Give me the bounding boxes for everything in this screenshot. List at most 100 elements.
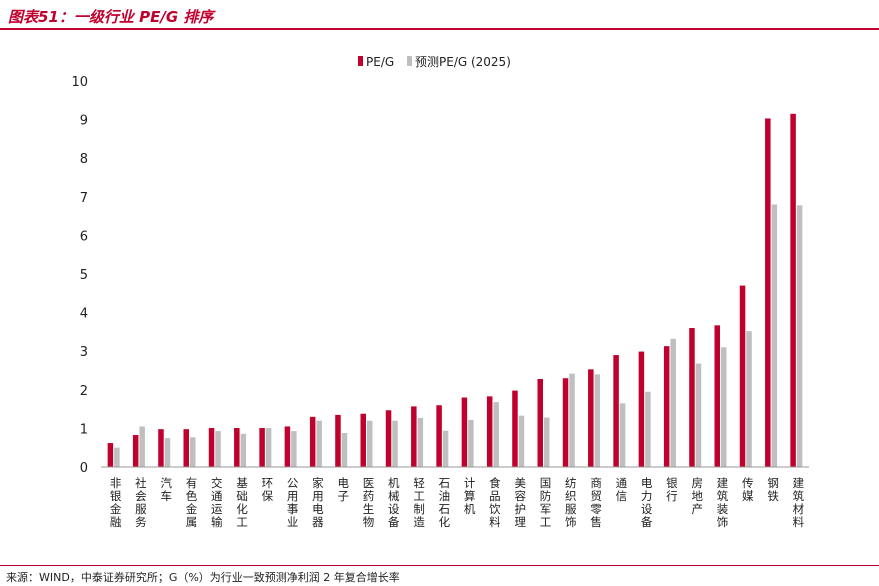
- bar-forecast-pe-g: [569, 373, 575, 467]
- bar-pe-g: [739, 285, 746, 467]
- bar-forecast-pe-g: [670, 338, 676, 467]
- footer-divider: [0, 565, 879, 566]
- chart-title: 图表51：一级行业 PE/G 排序: [8, 8, 214, 26]
- bar-forecast-pe-g: [442, 430, 449, 467]
- x-tick-label: 石油石化: [437, 477, 451, 529]
- bar-pe-g: [714, 325, 720, 467]
- bar-pe-g: [183, 429, 189, 467]
- x-tick-label: 电力设备: [640, 477, 654, 529]
- x-tick-label: 家用电器: [311, 476, 325, 529]
- title-bar: 图表51：一级行业 PE/G 排序: [0, 0, 879, 28]
- x-axis-labels: 非银金融 社会服务 汽车 有色金属 交通运输 基础化工 环保 公用事业 家用电器 电子 医药生物 机械…: [109, 476, 806, 529]
- legend-swatch-pe-g: [358, 56, 363, 66]
- bar-forecast-pe-g: [114, 447, 120, 467]
- bar-pe-g: [234, 428, 240, 467]
- y-tick-label: 6: [80, 229, 88, 244]
- y-tick-label: 10: [71, 75, 88, 90]
- bar-pe-g: [588, 369, 594, 467]
- bar-pe-g: [284, 426, 291, 467]
- x-tick-label: 通信: [614, 477, 628, 503]
- x-tick-label: 医药生物: [362, 477, 376, 529]
- x-tick-label: 社会服务: [134, 476, 148, 529]
- bar-pe-g: [309, 416, 316, 467]
- x-tick-label: 交通运输: [210, 476, 224, 529]
- bar-pe-g: [512, 390, 518, 467]
- x-tick-label: 商贸零售: [589, 476, 603, 529]
- bar-forecast-pe-g: [392, 420, 398, 467]
- bar-forecast-pe-g: [518, 415, 525, 467]
- bar-forecast-pe-g: [291, 431, 297, 467]
- bar-pe-g: [562, 378, 569, 467]
- y-tick-label: 9: [80, 114, 88, 129]
- bar-pe-g: [208, 428, 215, 467]
- bar-forecast-pe-g: [645, 391, 651, 467]
- x-tick-label: 银行: [665, 476, 679, 503]
- x-tick-label: 有色金属: [185, 476, 199, 529]
- bar-forecast-pe-g: [544, 417, 550, 467]
- bar-forecast-pe-g: [721, 347, 727, 467]
- bar-pe-g: [790, 113, 796, 467]
- bar-forecast-pe-g: [796, 205, 803, 468]
- x-tick-label: 机械设备: [387, 476, 401, 529]
- bar-pe-g: [385, 410, 392, 467]
- bar-forecast-pe-g: [594, 374, 601, 467]
- bar-forecast-pe-g: [190, 437, 196, 467]
- bar-pe-g: [461, 397, 468, 467]
- bar-forecast-pe-g: [771, 204, 778, 467]
- bar-pe-g: [411, 406, 417, 467]
- bar-pe-g: [689, 328, 695, 467]
- y-tick-label: 4: [80, 307, 88, 322]
- x-tick-label: 钢铁: [766, 477, 780, 503]
- bar-pe-g: [158, 429, 164, 467]
- legend-label-forecast: 预测PE/G (2025): [415, 55, 511, 69]
- x-tick-label: 传媒: [741, 476, 755, 503]
- y-tick-label: 7: [80, 191, 88, 206]
- x-tick-label: 建筑材料: [791, 476, 805, 529]
- x-tick-label: 汽车: [159, 476, 173, 503]
- x-tick-label: 电子: [336, 477, 350, 503]
- bar-forecast-pe-g: [139, 426, 145, 467]
- bar-pe-g: [259, 428, 265, 467]
- x-tick-label: 美容护理: [513, 476, 527, 529]
- x-tick-label: 纺织服饰: [564, 476, 578, 529]
- bar-forecast-pe-g: [341, 433, 348, 467]
- title-divider: [0, 28, 879, 30]
- bar-pe-g: [638, 351, 645, 467]
- source-note: 来源：WIND，中泰证券研究所；G（%）为行业一致预测净利润 2 年复合增长率: [6, 571, 400, 584]
- bar-forecast-pe-g: [316, 420, 322, 467]
- y-tick-label: 2: [80, 384, 88, 399]
- y-tick-label: 8: [80, 152, 88, 167]
- bar-forecast-pe-g: [493, 402, 499, 467]
- bar-pe-g: [486, 396, 493, 467]
- y-tick-label: 5: [80, 268, 88, 283]
- legend-swatch-forecast: [407, 56, 412, 66]
- legend-label-pe-g: PE/G: [366, 55, 394, 69]
- x-tick-label: 基础化工: [235, 477, 249, 529]
- bar-pe-g: [360, 413, 366, 467]
- bar-pe-g: [537, 378, 543, 467]
- bar-pe-g: [436, 405, 442, 467]
- x-tick-label: 非银金融: [109, 477, 123, 529]
- x-tick-label: 食品饮料: [488, 476, 502, 529]
- bar-forecast-pe-g: [164, 438, 171, 467]
- bar-pe-g: [335, 414, 341, 467]
- x-tick-label: 房地产: [690, 477, 704, 516]
- bar-pe-g: [765, 118, 771, 467]
- x-tick-label: 计算机: [463, 477, 477, 516]
- bar-forecast-pe-g: [240, 433, 247, 467]
- y-tick-label: 3: [80, 345, 88, 360]
- bar-chart: PE/G 预测PE/G (2025) 0 1 2 3 4 5 6 7 8 9 10 非银金融 社会服务…: [71, 55, 809, 529]
- bar-forecast-pe-g: [215, 431, 221, 467]
- y-tick-label: 1: [80, 422, 88, 437]
- bar-forecast-pe-g: [695, 363, 702, 467]
- x-tick-label: 国防军工: [539, 477, 553, 529]
- y-axis: 0 1 2 3 4 5 6 7 8 9 10: [71, 75, 88, 476]
- x-tick-label: 环保: [260, 477, 274, 503]
- bar-forecast-pe-g: [417, 417, 424, 467]
- bar-forecast-pe-g: [746, 331, 752, 467]
- x-tick-label: 轻工制造: [412, 476, 426, 529]
- bar-forecast-pe-g: [619, 403, 626, 467]
- bar-forecast-pe-g: [265, 428, 272, 467]
- bar-series: [107, 113, 803, 468]
- bar-forecast-pe-g: [468, 419, 474, 467]
